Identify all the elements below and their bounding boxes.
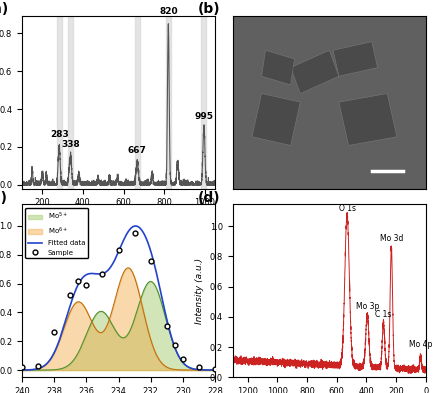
Sample bbox=[180, 357, 185, 362]
Fitted data bbox=[107, 265, 113, 270]
Polygon shape bbox=[332, 42, 377, 76]
Text: O 1s: O 1s bbox=[338, 204, 355, 213]
Bar bbox=[57, 16, 61, 189]
Sample bbox=[99, 272, 105, 277]
Fitted data bbox=[53, 345, 59, 350]
Text: 283: 283 bbox=[49, 130, 68, 140]
Polygon shape bbox=[290, 50, 338, 94]
Sample bbox=[84, 283, 89, 288]
Sample bbox=[212, 366, 217, 371]
Sample bbox=[35, 364, 41, 368]
Polygon shape bbox=[261, 50, 294, 85]
Text: 820: 820 bbox=[159, 7, 177, 17]
Text: (a): (a) bbox=[0, 2, 9, 16]
Sample bbox=[51, 329, 57, 334]
Sample bbox=[67, 292, 73, 297]
Fitted data bbox=[97, 272, 102, 276]
Text: Mo 3p: Mo 3p bbox=[355, 302, 378, 311]
Fitted data bbox=[120, 239, 125, 244]
Text: (c): (c) bbox=[0, 191, 8, 204]
Text: 338: 338 bbox=[61, 140, 80, 149]
Sample bbox=[148, 258, 153, 263]
Fitted data bbox=[24, 367, 29, 372]
Bar bbox=[166, 16, 170, 189]
Fitted data bbox=[19, 368, 25, 373]
Sample bbox=[196, 365, 201, 370]
Line: Fitted data: Fitted data bbox=[22, 226, 215, 370]
Sample bbox=[75, 279, 81, 283]
Text: (b): (b) bbox=[198, 2, 220, 16]
X-axis label: Raman shift (cm⁻¹): Raman shift (cm⁻¹) bbox=[75, 213, 161, 222]
Sample bbox=[19, 365, 25, 370]
Bar bbox=[134, 16, 139, 189]
Sample bbox=[172, 343, 177, 348]
Text: Mo 4p: Mo 4p bbox=[408, 340, 431, 349]
Polygon shape bbox=[338, 94, 396, 145]
Fitted data bbox=[132, 224, 138, 228]
Line: Sample: Sample bbox=[19, 231, 217, 371]
Fitted data bbox=[119, 242, 124, 246]
Text: Mo 3d: Mo 3d bbox=[379, 234, 402, 243]
Bar bbox=[68, 16, 73, 189]
Sample bbox=[164, 324, 169, 329]
Text: C 1s: C 1s bbox=[374, 310, 391, 319]
Sample bbox=[116, 247, 121, 252]
Text: 995: 995 bbox=[194, 112, 213, 121]
Sample bbox=[132, 231, 137, 235]
Text: 667: 667 bbox=[127, 146, 146, 155]
Y-axis label: Intensity (a.u.): Intensity (a.u.) bbox=[195, 258, 204, 324]
Legend: Mo$^{5+}$, Mo$^{6+}$, Fitted data, Sample: Mo$^{5+}$, Mo$^{6+}$, Fitted data, Sampl… bbox=[25, 208, 88, 259]
Fitted data bbox=[212, 368, 217, 373]
Bar bbox=[201, 16, 206, 189]
Text: (d): (d) bbox=[198, 191, 220, 204]
Polygon shape bbox=[251, 94, 300, 145]
